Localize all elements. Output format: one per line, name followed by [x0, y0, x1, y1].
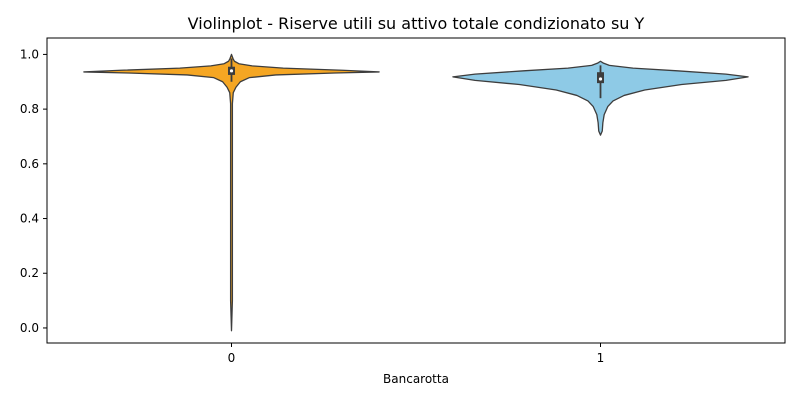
x-axis-label: Bancarotta	[383, 372, 449, 386]
plot-frame	[46, 37, 786, 344]
y-tick-label: 0.0	[20, 321, 39, 335]
y-tick-label: 1.0	[20, 47, 39, 61]
violin-median-0	[229, 69, 234, 73]
violins-layer	[83, 53, 749, 332]
x-tick-label: 1	[597, 351, 605, 365]
y-tick-label: 0.6	[20, 157, 39, 171]
violin-median-1	[598, 77, 603, 81]
y-tick-label: 0.8	[20, 102, 39, 116]
violin-body-0	[83, 53, 380, 332]
y-tick-label: 0.4	[20, 212, 39, 226]
x-tick-label: 0	[228, 351, 236, 365]
y-axis: 0.0 0.2 0.4 0.6 0.8 1.0	[20, 47, 47, 335]
y-tick-label: 0.2	[20, 266, 39, 280]
violin-body-1	[452, 60, 749, 136]
chart-title: Violinplot - Riserve utili su attivo tot…	[188, 14, 645, 33]
